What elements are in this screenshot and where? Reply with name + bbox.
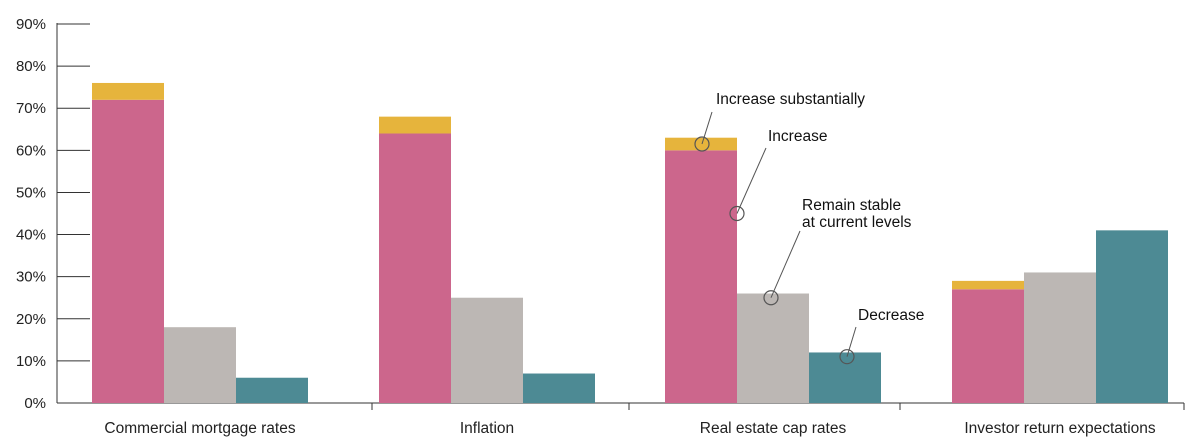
bar-increase xyxy=(379,133,451,403)
annotations: Increase substantially Increase Remain s… xyxy=(694,91,924,365)
y-tick-label: 50% xyxy=(16,184,46,201)
leader-remain-stable-marker xyxy=(763,290,779,306)
y-tick-label: 30% xyxy=(16,269,46,286)
bar-remain-stable xyxy=(451,297,523,403)
y-tick-label: 60% xyxy=(16,142,46,159)
leader-increase-substantially xyxy=(701,111,713,145)
leader-decrease-marker xyxy=(839,349,855,365)
annotation-remain-stable-line2: at current levels xyxy=(802,214,912,231)
bar-remain-stable xyxy=(164,327,236,403)
bar-decrease xyxy=(1096,230,1168,403)
category-label: Commercial mortgage rates xyxy=(104,420,295,437)
y-tick-label: 80% xyxy=(16,58,46,75)
leader-increase-substantially-marker xyxy=(694,136,710,152)
annotation-decrease: Decrease xyxy=(858,307,924,324)
annotation-remain-stable-line1: Remain stable xyxy=(802,197,901,214)
bar-increase xyxy=(665,150,737,403)
leader-remain-stable xyxy=(770,230,801,298)
bar-increase-substantially xyxy=(665,137,737,151)
bar-increase xyxy=(92,99,164,404)
category-label: Inflation xyxy=(460,420,514,437)
category-label: Real estate cap rates xyxy=(700,420,847,437)
y-tick-label: 90% xyxy=(16,16,46,33)
category-label: Investor return expectations xyxy=(964,420,1156,437)
y-tick-label: 70% xyxy=(16,100,46,117)
bar-increase-substantially xyxy=(952,280,1024,290)
bar-increase-substantially xyxy=(379,116,451,134)
annotation-increase: Increase xyxy=(768,128,827,145)
bar-decrease xyxy=(236,377,308,403)
y-tick-label: 40% xyxy=(16,227,46,244)
bar-increase xyxy=(952,289,1024,403)
bar-decrease xyxy=(523,373,595,403)
bar-remain-stable xyxy=(1024,272,1096,403)
bar-remain-stable xyxy=(737,293,809,403)
bar-decrease xyxy=(809,352,881,403)
y-tick-label: 0% xyxy=(24,395,46,412)
bars xyxy=(92,82,1168,404)
labels: 0% 10% 20% 30% 40% 50% 60% 70% 80% 90% Commercial … xyxy=(16,16,1156,437)
y-tick-label: 20% xyxy=(16,311,46,328)
leader-increase-marker xyxy=(729,205,745,222)
leader-increase xyxy=(736,147,767,214)
annotation-increase-substantially: Increase substantially xyxy=(716,91,865,108)
leader-decrease xyxy=(846,326,857,357)
bar-increase-substantially xyxy=(92,82,164,100)
y-tick-label: 10% xyxy=(16,353,46,370)
